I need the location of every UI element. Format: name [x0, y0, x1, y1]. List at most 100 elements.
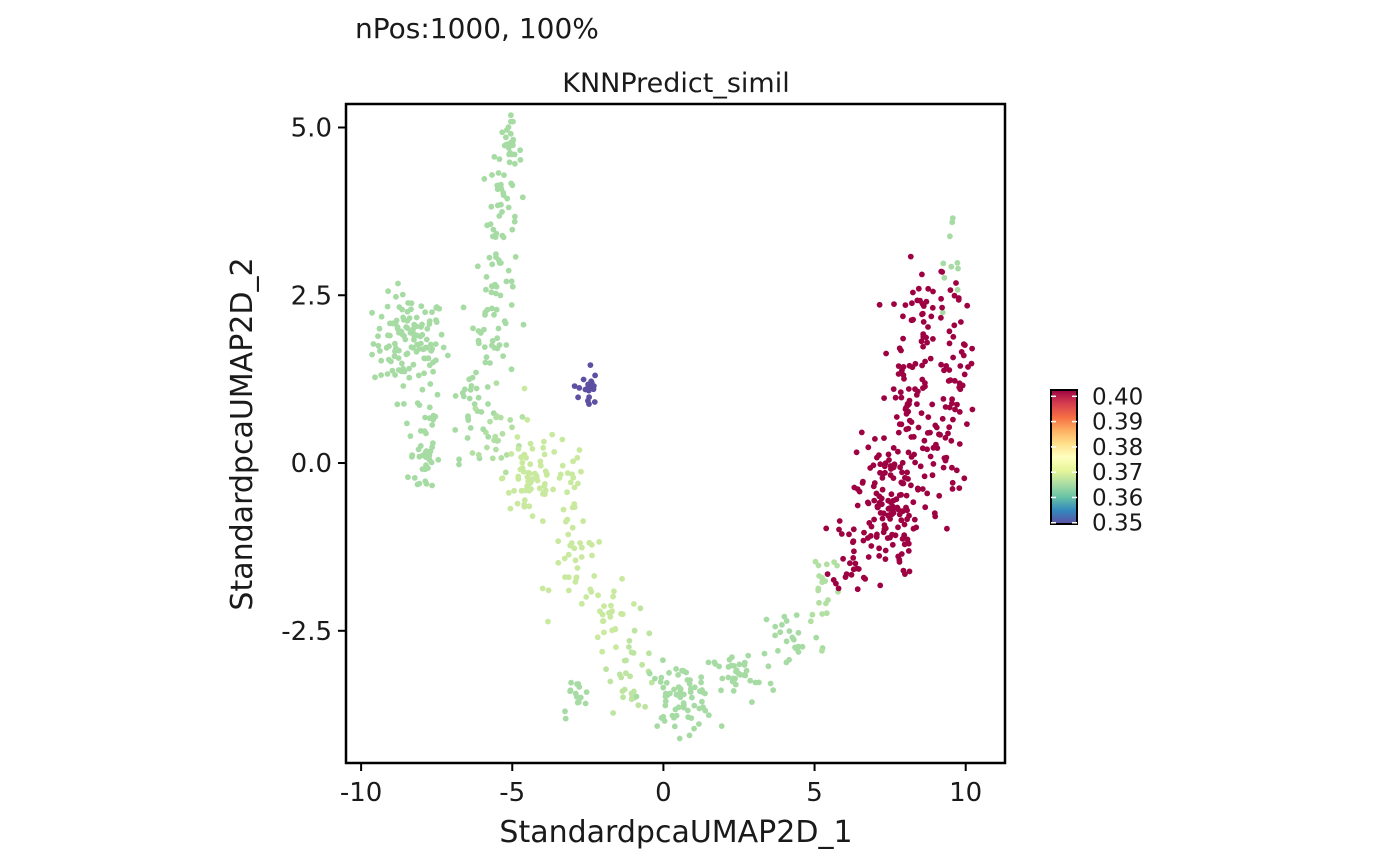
- data-point: [951, 322, 958, 329]
- data-point: [415, 372, 422, 379]
- data-point: [481, 176, 488, 182]
- colorbar-tick-label: 0.39: [1092, 410, 1143, 436]
- data-point: [562, 715, 569, 722]
- data-point: [927, 355, 934, 362]
- data-point: [927, 453, 934, 460]
- data-point: [925, 324, 931, 330]
- data-point: [487, 418, 493, 425]
- data-point: [575, 699, 582, 706]
- data-point: [854, 586, 861, 593]
- data-point: [901, 541, 908, 548]
- data-point: [781, 613, 788, 620]
- data-point: [908, 317, 915, 324]
- data-point: [498, 475, 505, 482]
- data-point: [369, 351, 375, 358]
- data-point: [501, 142, 508, 149]
- data-point: [534, 477, 541, 484]
- data-point: [969, 406, 976, 413]
- data-point: [917, 463, 924, 470]
- data-point: [799, 643, 806, 650]
- data-point: [940, 260, 947, 267]
- data-point: [691, 702, 698, 709]
- data-point: [571, 545, 578, 552]
- data-point: [429, 482, 435, 489]
- data-point: [572, 557, 579, 564]
- data-point: [597, 608, 603, 615]
- data-point: [953, 280, 959, 286]
- data-point: [485, 433, 492, 440]
- data-point: [526, 503, 533, 510]
- data-point: [915, 424, 922, 431]
- data-point: [938, 295, 944, 302]
- data-point: [486, 254, 493, 261]
- data-point: [702, 690, 708, 697]
- data-point: [968, 360, 975, 367]
- data-point: [658, 715, 665, 721]
- data-point: [660, 657, 666, 664]
- data-point: [499, 430, 506, 437]
- data-point: [901, 532, 908, 539]
- colorbar-tick-label: 0.36: [1092, 485, 1143, 511]
- data-point: [918, 338, 925, 345]
- data-point: [508, 451, 515, 457]
- data-point: [476, 340, 482, 347]
- data-point: [384, 303, 391, 310]
- data-point: [947, 287, 954, 293]
- data-point: [891, 301, 897, 307]
- data-point: [559, 462, 566, 469]
- data-point: [509, 226, 516, 233]
- data-point: [575, 394, 581, 401]
- data-point: [777, 629, 784, 636]
- data-point: [610, 593, 616, 600]
- data-point: [851, 548, 857, 555]
- data-point: [842, 574, 849, 580]
- data-point: [877, 582, 884, 589]
- data-point: [466, 395, 473, 402]
- data-point: [401, 401, 407, 407]
- data-point: [423, 430, 429, 437]
- data-point: [956, 485, 963, 491]
- data-point: [946, 367, 953, 373]
- data-point: [946, 404, 953, 411]
- data-point: [673, 691, 680, 698]
- data-point: [394, 401, 401, 408]
- data-point: [895, 429, 902, 436]
- data-point: [949, 215, 956, 222]
- data-point: [456, 456, 462, 463]
- data-point: [903, 426, 910, 433]
- data-point: [400, 314, 407, 321]
- data-point: [848, 571, 855, 578]
- data-point: [914, 401, 920, 407]
- data-point: [628, 690, 635, 697]
- data-point: [947, 233, 953, 240]
- data-point: [676, 735, 683, 742]
- data-point: [763, 616, 770, 623]
- data-point: [487, 360, 493, 366]
- data-point: [529, 445, 536, 452]
- data-point: [905, 408, 912, 415]
- data-point: [579, 544, 585, 551]
- data-point: [408, 306, 414, 313]
- data-point: [464, 435, 471, 441]
- data-point: [488, 289, 495, 296]
- data-point: [577, 694, 584, 701]
- data-point: [499, 129, 506, 136]
- data-point: [489, 233, 496, 240]
- chart-title: KNNPredict_simil: [562, 68, 789, 99]
- data-point: [672, 706, 679, 713]
- data-point: [696, 721, 702, 727]
- data-point: [772, 623, 779, 630]
- data-point: [943, 454, 950, 461]
- data-point: [779, 621, 785, 628]
- data-point: [470, 325, 476, 332]
- data-point: [816, 573, 822, 579]
- data-point: [509, 283, 516, 290]
- data-point: [733, 667, 740, 674]
- data-point: [835, 585, 842, 592]
- data-point: [910, 289, 916, 296]
- data-point: [405, 300, 411, 306]
- data-point: [852, 560, 859, 567]
- data-point: [919, 362, 925, 369]
- data-point: [646, 650, 652, 657]
- data-point: [840, 555, 846, 562]
